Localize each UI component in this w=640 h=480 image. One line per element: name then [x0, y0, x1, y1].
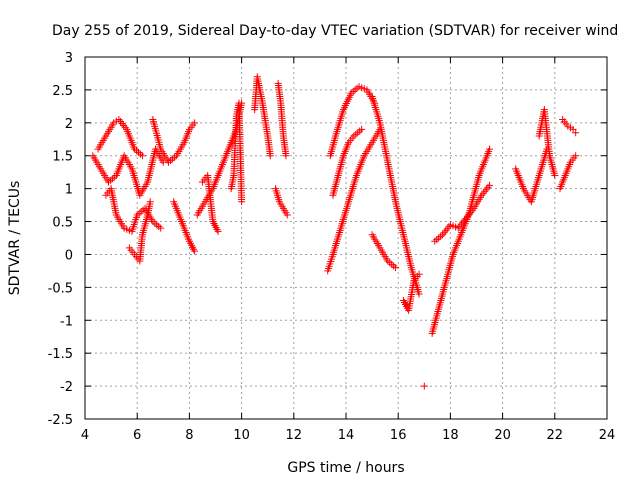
y-tick-label: 3 — [65, 51, 73, 66]
data-point — [486, 181, 494, 189]
data-point — [358, 125, 366, 133]
data-point — [214, 227, 222, 235]
y-tick-label: 1.5 — [52, 150, 73, 165]
tick-labels: 4 6 8 10 12 14 16 18 20 22 24-2.5-2-1.5-1-0.500.51… — [48, 51, 616, 443]
data-point — [191, 119, 199, 127]
data-point — [415, 270, 423, 278]
y-tick-label: -2.5 — [48, 413, 73, 428]
series-track-24 — [559, 116, 580, 137]
y-axis-title: SDTVAR / TECUs — [7, 181, 23, 296]
series-track-3 — [102, 185, 165, 235]
data-point — [415, 290, 423, 298]
series-track-1 — [89, 145, 167, 199]
x-tick-label: 20 — [494, 428, 511, 443]
x-tick-label: 14 — [338, 428, 355, 443]
series-track-4 — [125, 198, 154, 265]
x-tick-label: 6 — [133, 428, 141, 443]
y-tick-label: -2 — [60, 380, 73, 395]
data-point — [138, 152, 146, 160]
y-tick-label: 0 — [65, 248, 73, 263]
data-point — [572, 129, 580, 137]
series-track-21 — [431, 181, 494, 245]
series-track-12 — [272, 185, 291, 219]
y-tick-label: 2 — [65, 117, 73, 132]
y-tick-label: -1 — [60, 314, 73, 329]
x-tick-label: 16 — [390, 428, 407, 443]
series-track-16 — [368, 92, 423, 298]
y-tick-label: 0.5 — [52, 216, 73, 231]
series-track-9 — [227, 99, 246, 206]
series-track-14 — [326, 83, 379, 160]
series-track-15 — [329, 125, 366, 199]
series-track-8 — [198, 171, 222, 235]
y-tick-label: -0.5 — [48, 281, 73, 296]
series-track-23 — [535, 106, 559, 179]
x-tick-label: 22 — [547, 428, 564, 443]
x-tick-label: 8 — [185, 428, 193, 443]
data-point — [283, 211, 291, 219]
series-track-10 — [251, 73, 274, 160]
data-point — [551, 171, 559, 179]
chart-title: Day 255 of 2019, Sidereal Day-to-day VTE… — [52, 23, 618, 39]
series-track-20 — [428, 145, 494, 337]
series-track-17 — [368, 231, 400, 272]
axis-ticks — [84, 56, 608, 420]
data-point — [191, 247, 199, 255]
y-tick-label: 1 — [65, 183, 73, 198]
x-axis-title: GPS time / hours — [287, 460, 404, 476]
x-tick-label: 24 — [599, 428, 616, 443]
data-points — [89, 73, 580, 390]
data-point — [266, 152, 274, 160]
series-track-18 — [399, 270, 423, 314]
y-tick-label: -1.5 — [48, 347, 73, 362]
data-point — [157, 224, 165, 232]
series-track-5 — [149, 116, 199, 166]
x-tick-label: 4 — [81, 428, 89, 443]
x-tick-label: 12 — [286, 428, 303, 443]
series-track-19 — [420, 382, 428, 390]
series-track-13 — [324, 125, 384, 275]
series-track-22 — [512, 145, 551, 206]
data-point — [146, 198, 154, 206]
data-point — [238, 198, 246, 206]
data-point — [572, 152, 580, 160]
series-track-2 — [94, 116, 146, 160]
data-point — [486, 145, 494, 153]
data-point — [392, 264, 400, 272]
grid — [85, 57, 607, 419]
series-track-25 — [556, 152, 580, 193]
series-track-6 — [170, 198, 199, 255]
series-track-11 — [274, 79, 290, 160]
y-tick-label: 2.5 — [52, 84, 73, 99]
data-point — [420, 382, 428, 390]
data-point — [282, 152, 290, 160]
x-tick-label: 18 — [442, 428, 459, 443]
x-tick-label: 10 — [233, 428, 250, 443]
